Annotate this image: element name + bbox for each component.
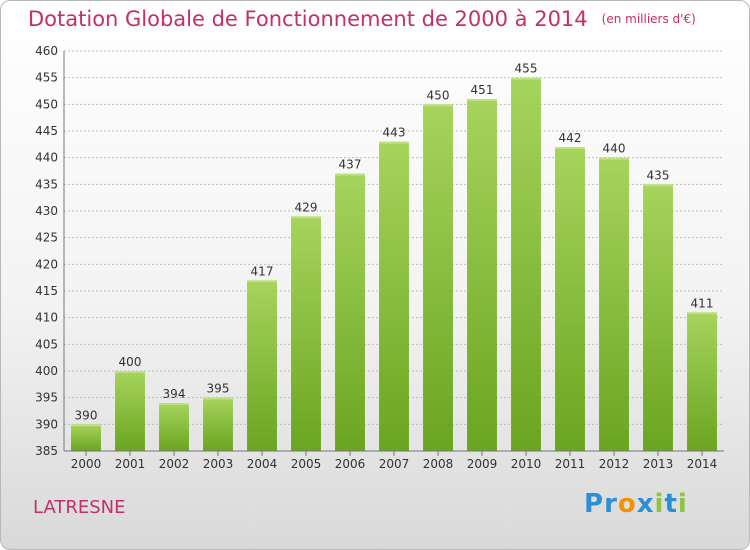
- logo-letter: i: [677, 489, 688, 519]
- bar-2010: [511, 77, 541, 452]
- value-label: 437: [339, 158, 362, 172]
- y-tick-label: 410: [35, 311, 58, 325]
- value-label: 451: [471, 83, 494, 97]
- value-label: 450: [427, 88, 450, 102]
- proxiti-logo: Proxiti: [584, 489, 688, 519]
- value-label: 411: [691, 296, 714, 310]
- bar-highlight: [203, 397, 233, 400]
- logo-letter: x: [636, 489, 655, 519]
- x-tick-label: 2004: [247, 457, 278, 471]
- value-label: 395: [207, 382, 230, 396]
- y-tick-label: 430: [35, 204, 58, 218]
- bar-highlight: [379, 141, 409, 144]
- bar-highlight: [687, 312, 717, 315]
- x-tick-label: 2014: [687, 457, 718, 471]
- y-tick-label: 420: [35, 257, 58, 271]
- y-tick-label: 460: [35, 44, 58, 58]
- x-tick-label: 2007: [379, 457, 410, 471]
- bar-highlight: [71, 424, 101, 427]
- bar-highlight: [643, 184, 673, 187]
- value-label: 435: [647, 168, 670, 182]
- y-tick-label: 385: [35, 444, 58, 458]
- value-label: 455: [515, 62, 538, 76]
- x-axis-ticks: 2000 2001 2002 2003 2004 2005 2006 2007 2008 2009…: [71, 451, 718, 471]
- bar-2009: [467, 99, 497, 451]
- value-label: 440: [603, 142, 626, 156]
- bar-2008: [423, 104, 453, 451]
- value-label: 394: [163, 387, 186, 401]
- logo-letter: i: [654, 489, 665, 519]
- y-tick-label: 405: [35, 337, 58, 351]
- bar-2002: [159, 403, 189, 451]
- y-axis-ticks: 385 390 395 400 405 410 415 420 425 430 435 440 445 4…: [35, 44, 58, 458]
- y-tick-label: 455: [35, 71, 58, 85]
- logo-letter: t: [664, 489, 678, 519]
- chart-title: Dotation Globale de Fonctionnement de 20…: [28, 7, 696, 31]
- x-tick-label: 2008: [423, 457, 454, 471]
- y-tick-label: 445: [35, 124, 58, 138]
- x-tick-label: 2012: [599, 457, 630, 471]
- logo-letter: P: [584, 489, 605, 519]
- bar-2000: [71, 424, 101, 451]
- value-label: 429: [295, 200, 318, 214]
- y-tick-label: 435: [35, 177, 58, 191]
- bar-2013: [643, 184, 673, 452]
- bar-highlight: [467, 99, 497, 101]
- x-tick-label: 2000: [71, 457, 102, 471]
- bar-2014: [687, 312, 717, 451]
- y-tick-label: 390: [35, 417, 58, 431]
- bars: 390 400 394 395 417 429 437 443 450 451 455 442 440 4…: [71, 62, 717, 452]
- x-tick-label: 2011: [555, 457, 586, 471]
- chart-unit: (en milliers d'€): [601, 12, 696, 26]
- y-tick-label: 415: [35, 284, 58, 298]
- y-tick-label: 425: [35, 231, 58, 245]
- bar-2006: [335, 173, 365, 451]
- bar-highlight: [335, 173, 365, 176]
- bar-highlight: [159, 403, 189, 405]
- bar-2001: [115, 371, 145, 451]
- bar-2005: [291, 216, 321, 451]
- logo-letter: o: [617, 489, 637, 519]
- chart-title-text: Dotation Globale de Fonctionnement de 20…: [28, 7, 588, 31]
- bar-highlight: [291, 216, 321, 219]
- value-label: 400: [119, 355, 142, 369]
- bar-highlight: [599, 157, 629, 160]
- bar-highlight: [115, 371, 145, 373]
- value-label: 390: [75, 408, 98, 422]
- y-tick-label: 450: [35, 97, 58, 111]
- x-tick-label: 2013: [643, 457, 674, 471]
- value-label: 442: [559, 131, 582, 145]
- bar-highlight: [423, 104, 453, 107]
- location-label: LATRESNE: [33, 497, 126, 518]
- x-tick-label: 2002: [159, 457, 190, 471]
- bar-highlight: [555, 147, 585, 149]
- x-tick-label: 2005: [291, 457, 322, 471]
- bar-2012: [599, 157, 629, 451]
- value-label: 443: [383, 126, 406, 140]
- value-label: 417: [251, 264, 274, 278]
- bar-highlight: [511, 77, 541, 80]
- x-tick-label: 2009: [467, 457, 498, 471]
- bar-highlight: [247, 280, 277, 283]
- bar-2007: [379, 141, 409, 451]
- y-tick-label: 395: [35, 391, 58, 405]
- axes: [63, 51, 724, 452]
- bar-2004: [247, 280, 277, 451]
- x-tick-label: 2001: [115, 457, 146, 471]
- bar-2003: [203, 397, 233, 451]
- y-tick-label: 400: [35, 364, 58, 378]
- logo-letter: r: [604, 489, 618, 519]
- y-tick-label: 440: [35, 151, 58, 165]
- bar-2011: [555, 147, 585, 451]
- x-tick-label: 2006: [335, 457, 366, 471]
- x-tick-label: 2003: [203, 457, 234, 471]
- x-tick-label: 2010: [511, 457, 542, 471]
